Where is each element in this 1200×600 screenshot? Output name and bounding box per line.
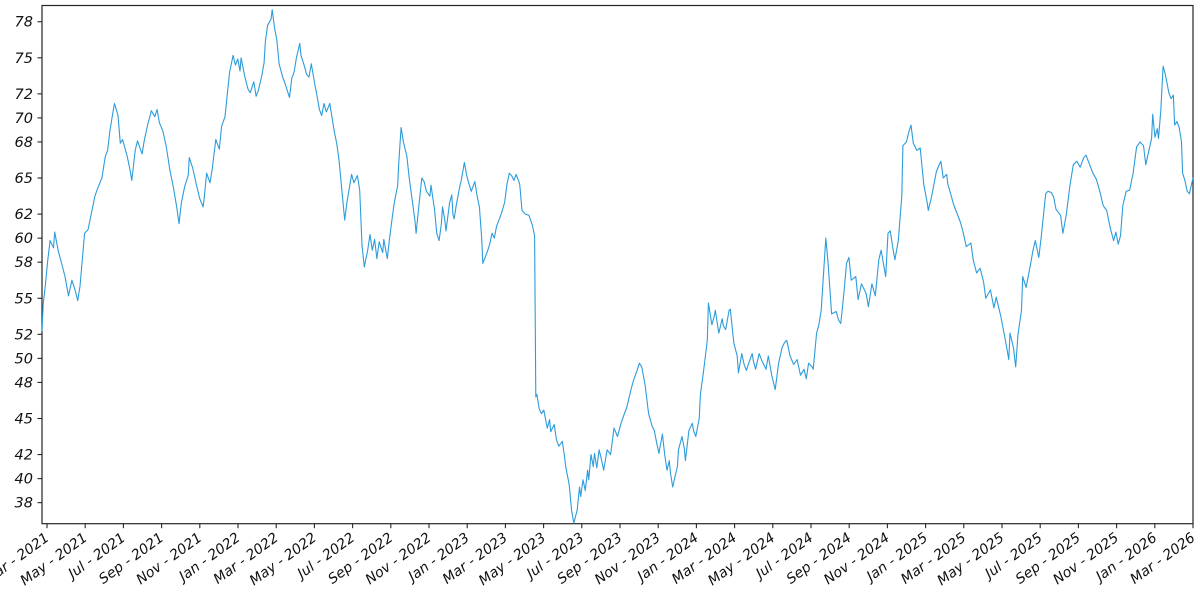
y-tick-label: 42: [15, 448, 33, 464]
y-tick-label: 72: [15, 87, 33, 103]
y-tick-label: 60: [15, 231, 33, 247]
y-tick-label: 45: [15, 411, 33, 427]
y-tick-label: 70: [15, 111, 33, 127]
y-tick-label: 38: [15, 496, 33, 512]
y-tick-label: 48: [15, 375, 33, 391]
y-tick-label: 65: [15, 171, 33, 187]
y-tick-label: 68: [15, 135, 33, 151]
y-tick-label: 62: [15, 207, 33, 223]
y-tick-label: 75: [15, 51, 33, 67]
y-tick-label: 52: [15, 327, 33, 343]
y-tick-label: 40: [15, 472, 33, 488]
y-tick-label: 58: [15, 255, 33, 271]
y-tick-label: 55: [15, 291, 33, 307]
y-tick-label: 50: [15, 351, 33, 367]
line-series: [41, 9, 1194, 524]
y-tick-label: 78: [15, 15, 33, 31]
plot-border: [41, 4, 1194, 525]
